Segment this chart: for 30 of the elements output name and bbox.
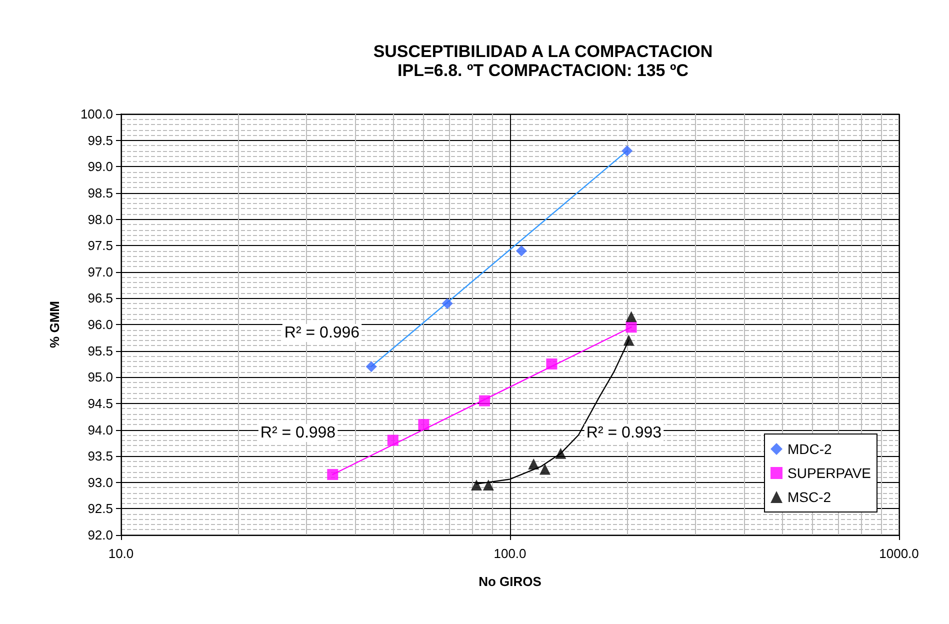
y-tick-label: 92.5 <box>88 501 113 516</box>
y-tick-label: 94.0 <box>88 422 113 438</box>
y-tick-label: 96.0 <box>88 317 113 332</box>
y-tick-label: 93.0 <box>88 474 113 490</box>
y-tick-label: 92.0 <box>88 528 113 542</box>
annotation: R² = 0.993 <box>586 424 662 442</box>
legend-label: SUPERPAVE <box>787 465 872 481</box>
y-tick-label: 98.5 <box>88 185 113 200</box>
legend-label: MDC-2 <box>787 441 832 457</box>
y-tick-label: 93.5 <box>88 448 113 464</box>
x-tick-label: 100.0 <box>494 546 526 561</box>
y-tick-label: 97.0 <box>88 264 113 280</box>
y-tick-label: 99.5 <box>88 132 113 148</box>
y-axis-title: % GMM <box>47 301 62 348</box>
y-tick-label: 95.5 <box>88 343 113 358</box>
y-tick-label: 98.0 <box>88 212 113 227</box>
legend-label: MSC-2 <box>787 489 832 505</box>
chart-subtitle: IPL=6.8. ºT COMPACTACION: 135 ºC <box>398 61 688 80</box>
y-tick-label: 95.0 <box>88 370 113 385</box>
chart-title: SUSCEPTIBILIDAD A LA COMPACTACION <box>373 42 713 61</box>
y-tick-label: 100.0 <box>80 106 113 122</box>
y-tick-label: 94.5 <box>88 396 113 411</box>
y-tick-label: 96.5 <box>88 290 113 306</box>
annotation: R² = 0.996 <box>284 324 360 342</box>
x-tick-label: 1000.0 <box>879 546 919 561</box>
annotation: R² = 0.998 <box>260 424 336 442</box>
y-tick-label: 99.0 <box>88 159 113 174</box>
y-tick-label: 97.5 <box>88 238 113 254</box>
x-axis-title: No GIROS <box>478 574 542 589</box>
x-tick-label: 10.0 <box>108 546 134 561</box>
